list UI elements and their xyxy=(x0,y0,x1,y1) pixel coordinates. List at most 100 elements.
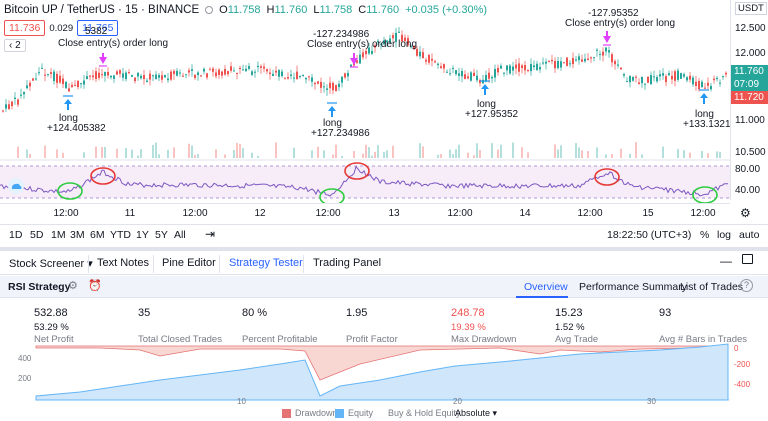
candle-body xyxy=(224,68,226,75)
equity-left-tick: 400 xyxy=(18,354,32,363)
candle-body xyxy=(374,45,376,48)
volume-bar xyxy=(188,143,190,158)
volume-bar xyxy=(323,150,325,158)
price-chart[interactable]: 5382 Close entry(s) order long -127.2349… xyxy=(0,0,730,203)
candle-body xyxy=(722,76,724,78)
price-tick: 11.000 xyxy=(735,115,765,126)
range-1m-button[interactable]: 1M xyxy=(51,229,66,241)
candle-body xyxy=(449,73,451,75)
range-1y-button[interactable]: 1Y xyxy=(136,229,149,241)
buy-button[interactable]: 11.765 xyxy=(77,20,119,36)
candle-body xyxy=(413,45,415,50)
help-icon[interactable]: ? xyxy=(740,279,753,292)
strategy-name[interactable]: RSI Strategy xyxy=(8,281,71,293)
range-all-button[interactable]: All xyxy=(174,229,186,241)
volume-bar xyxy=(173,147,175,158)
green-circle-marker xyxy=(692,186,718,203)
legend-equity[interactable]: Equity xyxy=(335,408,373,418)
time-axis[interactable]: 12:00 11 12:00 12 12:00 13 12:00 14 12:0… xyxy=(0,203,751,223)
red-circle-marker xyxy=(90,167,116,185)
date-range-icon[interactable]: ⇥ xyxy=(205,227,216,241)
range-5y-button[interactable]: 5Y xyxy=(155,229,168,241)
candle-body xyxy=(59,75,61,83)
candle-body xyxy=(659,74,661,77)
settings-icon[interactable]: ⚙ xyxy=(68,280,78,292)
tab-text-notes[interactable]: Text Notes xyxy=(97,257,149,269)
candle-body xyxy=(695,81,697,86)
candle-body xyxy=(53,71,55,82)
tab-strategy-tester[interactable]: Strategy Tester xyxy=(229,257,303,269)
volume-bar xyxy=(197,153,199,158)
volume-bar xyxy=(275,142,277,158)
candle-body xyxy=(125,72,127,80)
range-ytd-button[interactable]: YTD xyxy=(110,229,131,241)
candle-body xyxy=(638,82,640,85)
symbol-title[interactable]: Bitcoin UP / TetherUS · 15 · BINANCE xyxy=(4,4,200,16)
tab-stock-screener[interactable]: Stock Screener ▾ xyxy=(9,258,93,270)
collapse-lots-toggle[interactable]: ‹ 2 xyxy=(4,39,26,52)
range-3m-button[interactable]: 3M xyxy=(70,229,85,241)
volume-bar xyxy=(458,144,460,158)
candle-body xyxy=(395,32,397,42)
svg-text:+133.132115: +133.132115 xyxy=(683,119,730,130)
range-bar: 1D 5D 1M 3M 6M YTD 1Y 5Y All ⇥ 18:22:50 … xyxy=(0,224,768,244)
candle-body xyxy=(569,63,571,65)
percent-toggle[interactable]: % xyxy=(700,229,710,241)
svg-text:long: long xyxy=(59,113,78,124)
price-axis[interactable]: USDT 12.500 12.000 11.760 07:09 11.720 1… xyxy=(730,0,768,200)
tab-overview[interactable]: Overview xyxy=(524,281,568,293)
clock-time[interactable]: 18:22:50 (UTC+3) xyxy=(607,229,692,241)
range-1d-button[interactable]: 1D xyxy=(9,229,23,241)
candle-body xyxy=(464,74,466,79)
log-toggle[interactable]: log xyxy=(717,229,732,241)
legend-drawdown[interactable]: Drawdown xyxy=(282,408,338,418)
candle-body xyxy=(656,77,658,82)
candle-body xyxy=(242,69,244,71)
ohlc-l: L11.758 xyxy=(313,4,353,16)
volume-bar xyxy=(56,149,58,158)
candle-body xyxy=(341,76,343,83)
tab-performance-summary[interactable]: Performance Summary xyxy=(579,281,687,293)
absolute-dropdown[interactable]: Absolute ▾ xyxy=(455,408,498,418)
volume-bar xyxy=(596,147,598,158)
volume-bar xyxy=(467,152,469,158)
minimize-icon[interactable]: — xyxy=(720,254,732,268)
range-6m-button[interactable]: 6M xyxy=(90,229,105,241)
candle-body xyxy=(509,65,511,74)
candle-body xyxy=(518,63,520,72)
candle-body xyxy=(545,61,547,64)
equity-chart[interactable]: 400 200 0 -200 -400 10 20 30 xyxy=(0,340,768,406)
candle-body xyxy=(158,74,160,78)
candle-body xyxy=(62,78,64,85)
tab-pine-editor[interactable]: Pine Editor xyxy=(162,257,216,269)
candle-body xyxy=(332,82,334,91)
candle-body xyxy=(719,82,721,84)
volume-bar xyxy=(257,155,259,158)
svg-text:-127.234986: -127.234986 xyxy=(313,29,370,40)
volume-bar xyxy=(335,144,337,158)
candle-body xyxy=(272,73,274,77)
candle-body xyxy=(419,51,421,57)
candle-body xyxy=(2,110,4,112)
candle-body xyxy=(95,71,97,79)
candle-body xyxy=(218,69,220,75)
volume-bar xyxy=(629,153,631,158)
close-marker-2: -127.234986 Close entry(s) order long xyxy=(307,29,417,68)
settings-gear-icon[interactable]: ⚙ xyxy=(740,206,751,220)
range-5d-button[interactable]: 5D xyxy=(30,229,44,241)
sell-button[interactable]: 11.736 xyxy=(4,20,46,36)
auto-toggle[interactable]: auto xyxy=(739,229,760,241)
candle-body xyxy=(203,68,205,72)
candle-body xyxy=(29,82,31,87)
candle-body xyxy=(71,84,73,88)
tab-trading-panel[interactable]: Trading Panel xyxy=(313,257,382,269)
legend-buy-hold[interactable]: Buy & Hold Equity xyxy=(388,408,461,418)
volume-bar xyxy=(317,146,319,158)
currency-label[interactable]: USDT xyxy=(735,2,767,15)
candle-body xyxy=(188,70,190,73)
candle-body xyxy=(11,101,13,107)
tab-list-of-trades[interactable]: List of Trades xyxy=(680,281,744,293)
drawdown-right-tick: -200 xyxy=(734,360,751,369)
alarm-icon[interactable]: ⏰ xyxy=(88,280,102,292)
maximize-icon[interactable] xyxy=(742,254,753,264)
